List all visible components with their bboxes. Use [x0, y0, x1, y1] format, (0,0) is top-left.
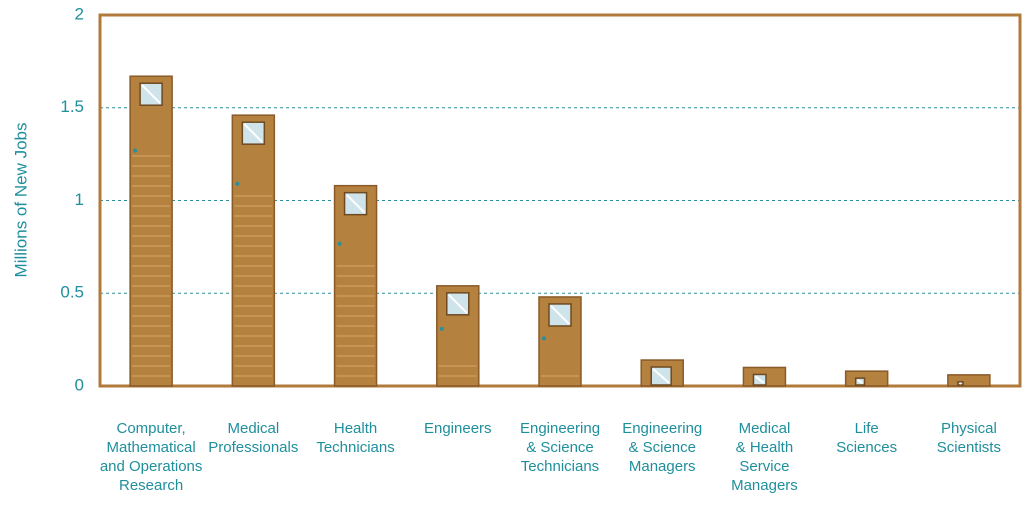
- y-tick-label: 0: [75, 375, 84, 394]
- door: [130, 76, 172, 386]
- chart-page: Millions of New Jobs 0 0.5 1 1.5 2 Computer,…: [0, 0, 1027, 508]
- x-tick-label: Engineering & Science Technicians: [505, 419, 615, 476]
- bar: [232, 115, 274, 386]
- door: [539, 297, 581, 386]
- x-tick-label: Physical Scientists: [914, 419, 1024, 457]
- x-tick-label: Medical Professionals: [198, 419, 308, 457]
- y-tick-label: 0.5: [60, 283, 84, 302]
- bar: [846, 371, 888, 386]
- y-axis-label: Millions of New Jobs: [11, 123, 30, 278]
- door: [641, 360, 683, 386]
- x-tick-label: Life Sciences: [812, 419, 922, 457]
- y-tick-label: 2: [75, 4, 84, 23]
- door: [948, 375, 990, 386]
- door-knob: [235, 182, 239, 186]
- bar: [130, 76, 172, 386]
- door-knob: [133, 149, 137, 153]
- door: [232, 115, 274, 386]
- y-tick-label: 1: [75, 190, 84, 209]
- door: [846, 371, 888, 386]
- bar: [948, 375, 990, 386]
- x-tick-label: Health Technicians: [301, 419, 411, 457]
- window-glare: [960, 383, 961, 384]
- x-tick-label: Computer, Mathematical and Operations Re…: [96, 419, 206, 495]
- door-knob: [440, 327, 444, 331]
- door: [335, 186, 377, 386]
- x-tick-label: Engineers: [403, 419, 513, 438]
- y-tick-label: 1.5: [60, 97, 84, 116]
- door-knob: [338, 242, 342, 246]
- door-knob: [542, 336, 546, 340]
- x-tick-label: Medical & Health Service Managers: [709, 419, 819, 495]
- door: [437, 286, 479, 386]
- door: [743, 367, 785, 386]
- x-tick-label: Engineering & Science Managers: [607, 419, 717, 476]
